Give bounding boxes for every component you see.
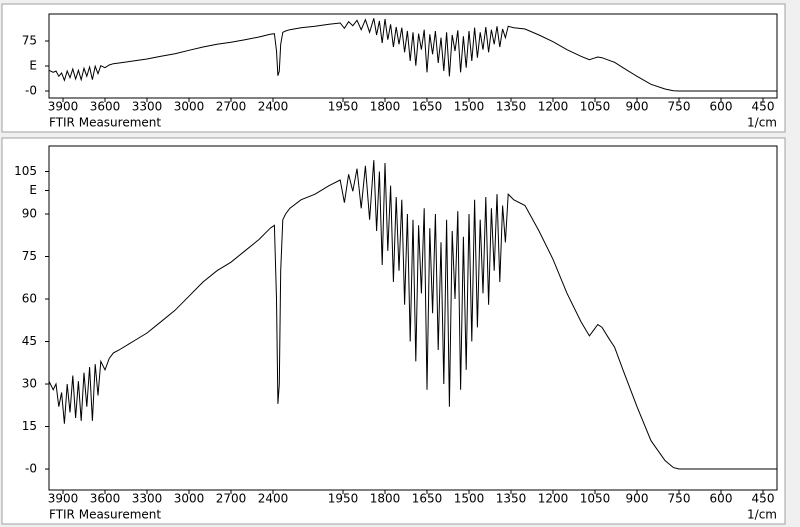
plot-area: [48, 145, 778, 491]
x-tick-label: 1800: [370, 100, 401, 114]
x-tick-label: 1500: [454, 100, 485, 114]
x-tick-label: 750: [668, 492, 691, 506]
x-tick-label: 3900: [48, 100, 79, 114]
x-tick-label: 3300: [132, 492, 163, 506]
x-tick-label: 2400: [258, 100, 289, 114]
y-tick-label: 75: [22, 249, 37, 263]
y-tick-label: E: [29, 183, 37, 197]
plot-area: [48, 13, 778, 99]
x-tick-label: 1050: [580, 492, 611, 506]
x-tick-label: 1500: [454, 492, 485, 506]
x-tick-label: 600: [710, 492, 733, 506]
x-tick-label: 900: [626, 492, 649, 506]
x-tick-label: 2700: [216, 100, 247, 114]
y-tick-label: -0: [25, 462, 37, 476]
x-tick-label: 1650: [412, 492, 443, 506]
y-tick-label: -0: [25, 84, 37, 98]
x-tick-label: 2700: [216, 492, 247, 506]
spectrum-line: [48, 18, 777, 92]
y-tick-label: 60: [22, 292, 37, 306]
x-axis-label: FTIR Measurement: [49, 116, 161, 130]
x-unit-label: 1/cm: [747, 116, 777, 130]
x-axis-label: FTIR Measurement: [49, 508, 161, 522]
y-tick-label: 30: [22, 377, 37, 391]
y-tick-label: 15: [22, 419, 37, 433]
x-tick-label: 3300: [132, 100, 163, 114]
x-tick-label: 750: [668, 100, 691, 114]
x-tick-label: 1200: [538, 100, 569, 114]
x-tick-label: 450: [752, 492, 775, 506]
x-tick-label: 3900: [48, 492, 79, 506]
x-tick-label: 1950: [328, 100, 359, 114]
x-tick-label: 3600: [90, 492, 121, 506]
x-tick-label: 600: [710, 100, 733, 114]
y-tick-label: 105: [14, 164, 37, 178]
x-tick-label: 1800: [370, 492, 401, 506]
x-tick-label: 450: [752, 100, 775, 114]
x-tick-label: 1350: [496, 492, 527, 506]
x-tick-label: 2400: [258, 492, 289, 506]
x-tick-label: 3000: [174, 492, 205, 506]
x-tick-label: 900: [626, 100, 649, 114]
y-tick-label: 90: [22, 207, 37, 221]
y-tick-label: E: [29, 59, 37, 73]
x-tick-label: 1050: [580, 100, 611, 114]
x-tick-label: 1350: [496, 100, 527, 114]
spectrum-line: [48, 160, 777, 470]
x-tick-label: 1950: [328, 492, 359, 506]
x-unit-label: 1/cm: [747, 508, 777, 522]
y-tick-label: 45: [22, 334, 37, 348]
x-tick-label: 3000: [174, 100, 205, 114]
x-tick-label: 3600: [90, 100, 121, 114]
y-tick-label: 75: [22, 34, 37, 48]
x-tick-label: 1650: [412, 100, 443, 114]
x-tick-label: 1200: [538, 492, 569, 506]
